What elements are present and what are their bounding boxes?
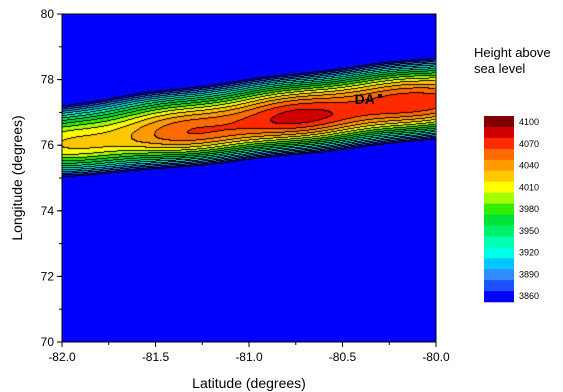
y-tick-label: 80 (41, 7, 55, 21)
legend-swatch (484, 137, 514, 150)
legend-label: 3950 (519, 226, 539, 236)
legend-title-line-2: sea level (474, 61, 525, 76)
legend-swatch (484, 159, 514, 172)
annotation-label: DA (355, 91, 375, 107)
legend-title-line-1: Height above (474, 45, 551, 60)
y-tick-label: 76 (41, 138, 55, 152)
legend-swatch (484, 247, 514, 259)
legend-label: 4010 (519, 182, 539, 192)
x-tick-label: -80.5 (329, 350, 357, 364)
legend-swatch (484, 192, 514, 204)
legend-label: 4040 (519, 161, 539, 171)
x-axis-title: Latitude (degrees) (192, 375, 306, 391)
x-tick-label: -80.0 (422, 350, 450, 364)
x-axis: -82.0 -81.5 -81.0 -80.5 -80.0 (48, 342, 450, 364)
legend-swatch (484, 258, 514, 270)
annotation: DA (355, 91, 382, 107)
plot-area (62, 14, 436, 342)
y-tick-label: 78 (41, 73, 55, 87)
legend-swatch (484, 116, 514, 128)
legend-swatch (484, 148, 514, 161)
legend-label: 4070 (519, 139, 539, 149)
legend-swatch (484, 291, 514, 303)
legend-swatch (484, 280, 514, 292)
legend-swatch (484, 203, 514, 215)
y-tick-label: 70 (41, 335, 55, 349)
legend-swatch (484, 170, 514, 182)
legend-swatch (484, 236, 514, 248)
y-tick-label: 72 (41, 269, 55, 283)
annotation-marker (377, 94, 382, 98)
legend-label: 3860 (519, 291, 539, 301)
legend-swatch (484, 269, 514, 281)
contour-fill (62, 14, 436, 342)
legend-label: 3920 (519, 248, 539, 258)
y-axis: 70 72 74 76 78 80 (41, 7, 62, 349)
x-tick-label: -81.0 (235, 350, 263, 364)
x-tick-label: -82.0 (48, 350, 76, 364)
legend: 4100 4070 4040 4010 3980 3950 3920 3890 3860 (484, 116, 539, 303)
legend-swatch (484, 181, 514, 193)
legend-label: 3980 (519, 204, 539, 214)
y-axis-title: Longitude (degrees) (9, 115, 25, 240)
legend-swatch (484, 126, 514, 139)
legend-swatch (484, 225, 514, 237)
x-tick-label: -81.5 (142, 350, 170, 364)
legend-swatch (484, 214, 514, 226)
legend-label: 3890 (519, 269, 539, 279)
legend-label: 4100 (519, 117, 539, 127)
y-tick-label: 74 (41, 204, 55, 218)
